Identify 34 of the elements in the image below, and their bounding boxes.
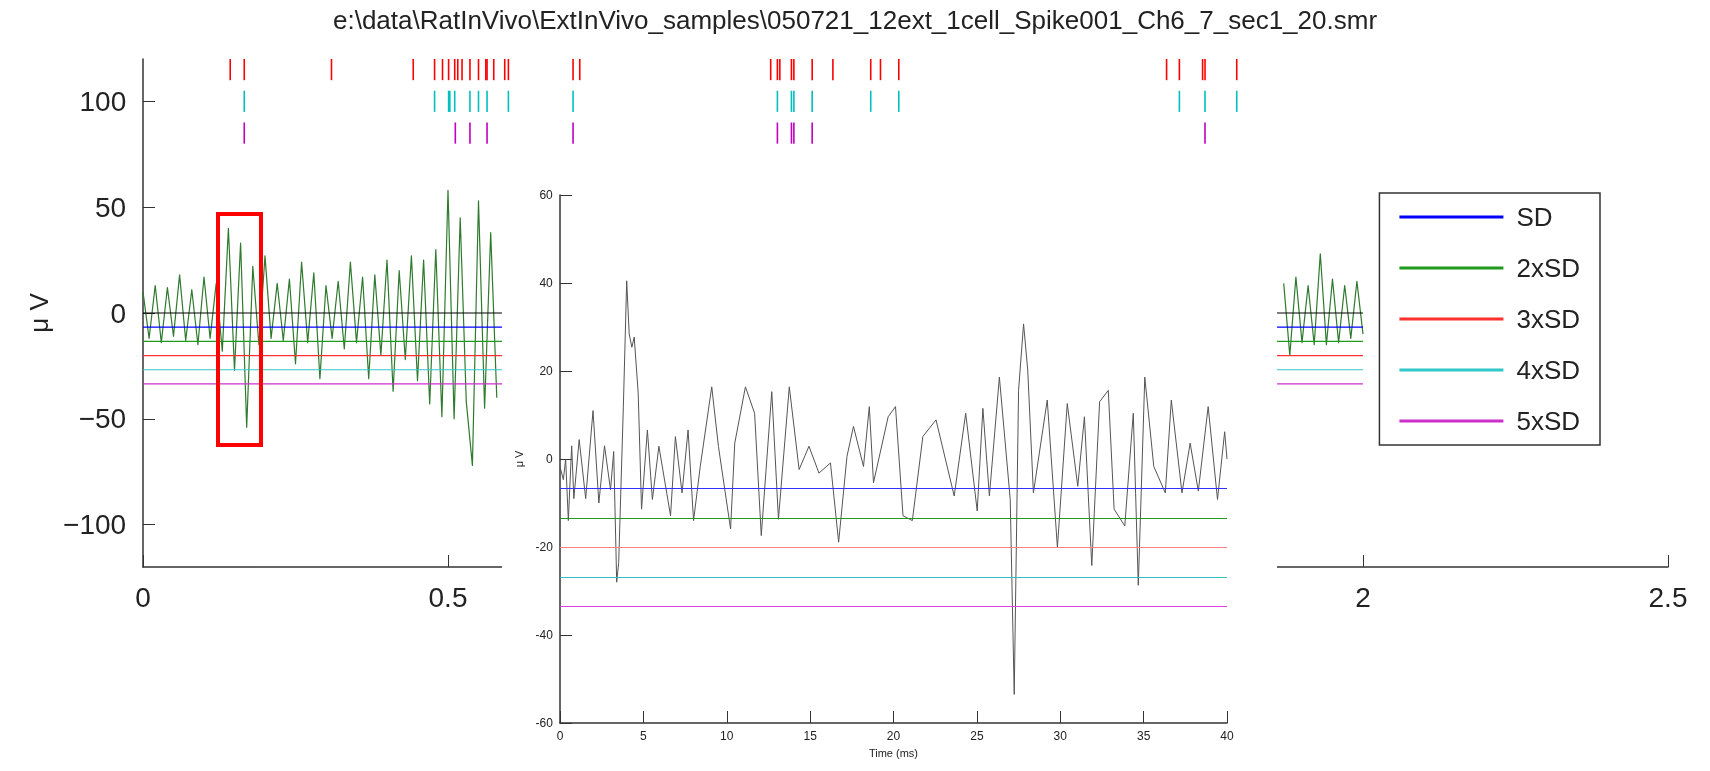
x-tick-label: 0 [556, 729, 564, 744]
y-tick-label: 20 [539, 364, 554, 378]
y-tick-label: 40 [539, 276, 554, 290]
y-tick-label: 100 [79, 85, 127, 117]
y-axis-title: μ V [24, 292, 55, 333]
x-tick-label: 30 [1053, 729, 1068, 744]
y-axis-title: μ V [512, 449, 525, 468]
x-tick-label: 15 [803, 729, 818, 744]
y-tick-label: −50 [78, 403, 127, 435]
y-tick-label: 0 [110, 297, 127, 329]
x-axis-title: Time (ms) [868, 746, 919, 759]
y-tick-label: 0 [546, 452, 554, 466]
legend-label: SD [1516, 202, 1553, 232]
legend-label: 4xSD [1516, 355, 1580, 385]
x-tick-label: 25 [970, 729, 984, 744]
legend-label: 2xSD [1516, 253, 1580, 283]
x-tick-label: 5 [640, 729, 648, 744]
x-tick-label: 20 [886, 729, 901, 744]
x-tick-label: 10 [720, 729, 734, 744]
x-tick-label: 40 [1220, 729, 1234, 744]
x-tick-label: 0 [135, 582, 151, 614]
chart-title: e:\data\RatInVivo\ExtInVivo_samples\050721_12ext_1cell_Spike001_Ch6_7_sec1_20.smr [332, 5, 1378, 35]
y-tick-label: 50 [95, 191, 127, 223]
y-tick-label: -60 [535, 716, 554, 730]
y-tick-label: -20 [535, 540, 554, 554]
x-tick-label: 2 [1355, 582, 1371, 614]
x-tick-label: 2.5 [1648, 582, 1688, 614]
legend-label: 3xSD [1516, 304, 1580, 334]
x-tick-label: 0.5 [428, 582, 468, 614]
y-tick-label: 60 [539, 188, 554, 202]
y-tick-label: −100 [63, 509, 127, 541]
y-tick-label: -40 [535, 628, 554, 642]
legend-label: 5xSD [1516, 406, 1580, 436]
x-tick-label: 35 [1136, 729, 1151, 744]
